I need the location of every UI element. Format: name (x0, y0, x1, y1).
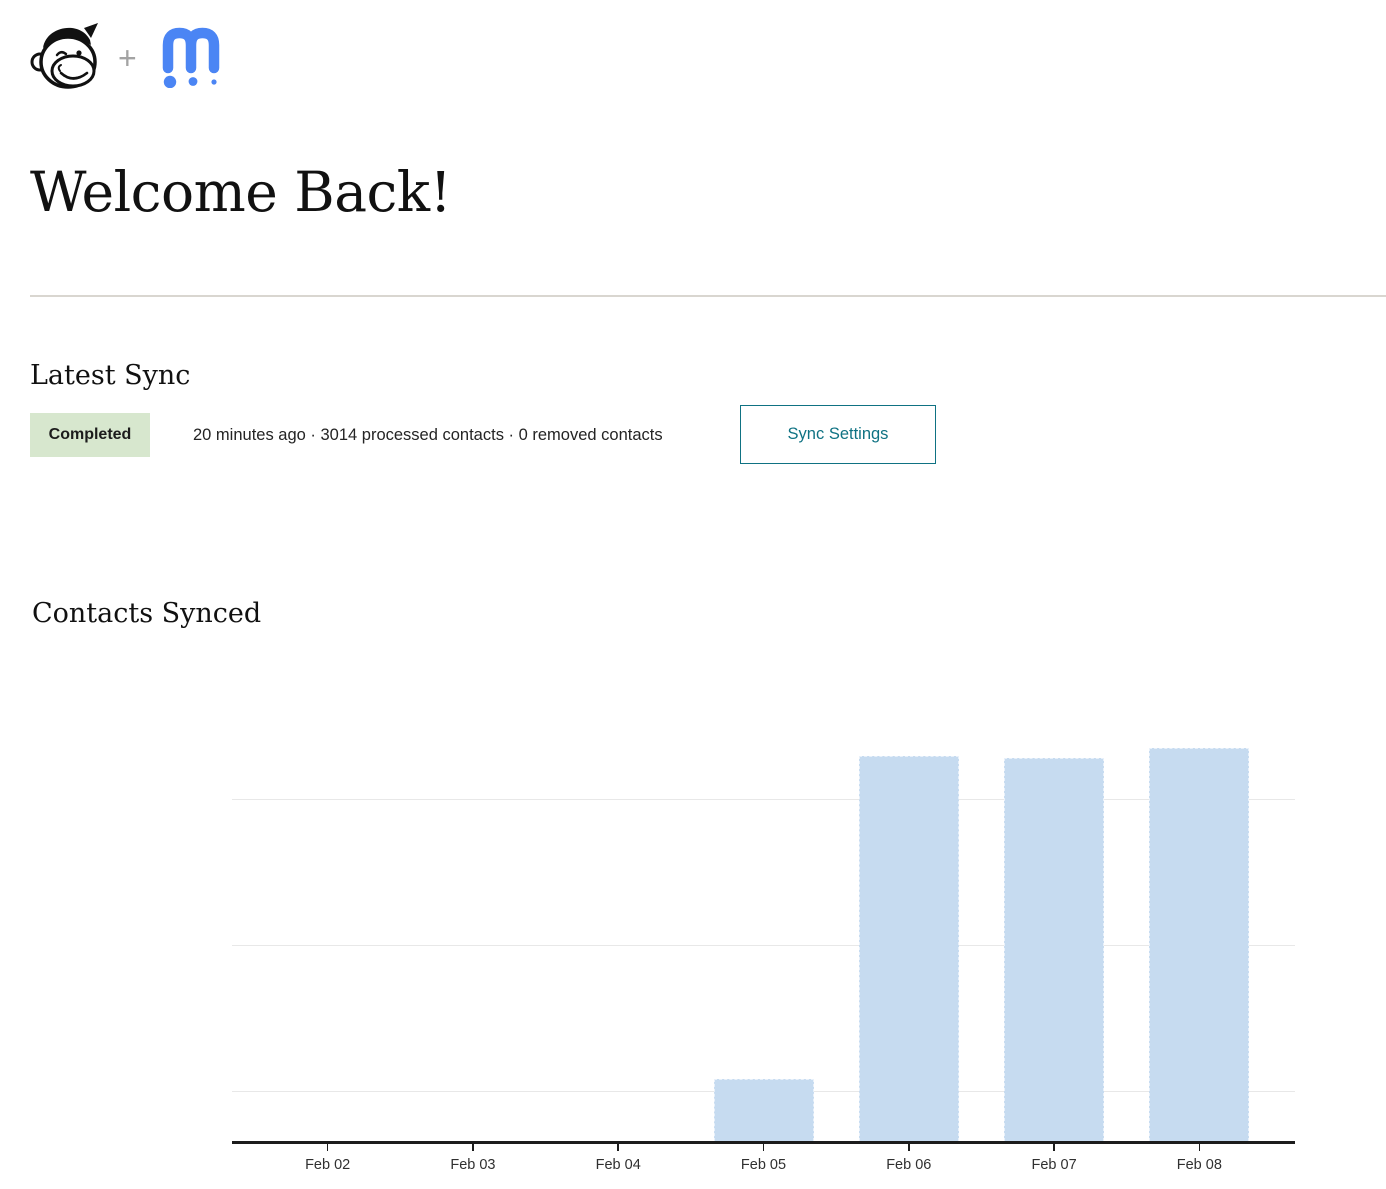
chart-x-axis-labels: Feb 02 Feb 03 Feb 04 Feb 05 Feb 06 Feb 07 Feb … (232, 1144, 1295, 1189)
bar-feb-08[interactable] (1149, 747, 1250, 1141)
gridline (232, 799, 1295, 801)
axis-tick (1198, 1144, 1201, 1151)
x-axis-label: Feb 06 (886, 1157, 932, 1173)
x-axis-label: Feb 03 (450, 1157, 496, 1173)
chart-x-axis (232, 1141, 1295, 1144)
axis-tick (908, 1144, 910, 1151)
x-axis-label: Feb 02 (305, 1157, 351, 1173)
axis-tick (617, 1144, 619, 1151)
bar-feb-06[interactable] (858, 755, 959, 1141)
contacts-synced-chart: Feb 02 Feb 03 Feb 04 Feb 05 Feb 06 Feb 07 Feb … (232, 710, 1295, 1189)
x-axis-label: Feb 08 (1176, 1157, 1222, 1173)
m-dots-logo (162, 27, 220, 88)
chart-plot (232, 710, 1295, 1141)
latest-sync-heading: Latest Sync (30, 360, 191, 391)
status-badge: Completed (30, 413, 150, 457)
axis-tick (762, 1144, 765, 1151)
gridline (232, 945, 1295, 947)
axis-tick (472, 1144, 474, 1151)
x-axis-label: Feb 05 (740, 1157, 787, 1173)
x-axis-label: Feb 07 (1031, 1157, 1077, 1173)
mailchimp-freddie-logo (30, 23, 98, 89)
x-axis-label: Feb 04 (595, 1157, 641, 1173)
page-title: Welcome Back! (30, 160, 452, 224)
contacts-synced-heading: Contacts Synced (32, 598, 262, 629)
plus-icon: + (118, 40, 137, 76)
bar-feb-07[interactable] (1004, 757, 1105, 1141)
axis-tick (1053, 1144, 1055, 1151)
divider (30, 295, 1386, 297)
sync-settings-button[interactable]: Sync Settings (740, 405, 936, 464)
axis-tick (326, 1144, 329, 1151)
sync-summary: 20 minutes ago · 3014 processed contacts… (193, 426, 663, 444)
bar-feb-05[interactable] (713, 1078, 814, 1141)
